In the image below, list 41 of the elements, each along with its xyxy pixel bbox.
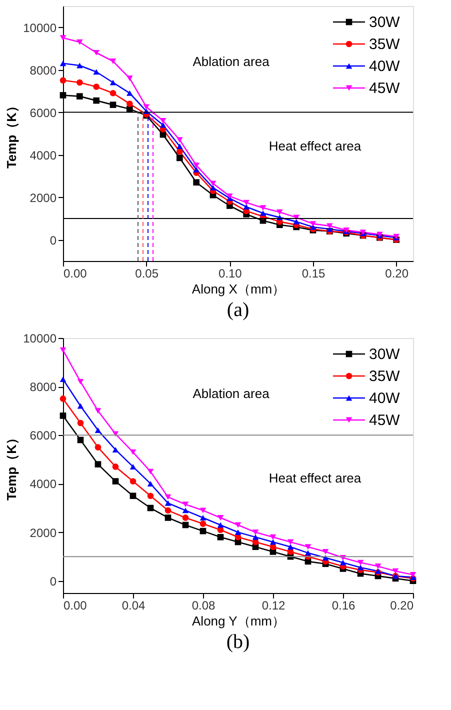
x-tick-label: 0.12 — [262, 598, 286, 612]
x-tick-label: 0.00 — [64, 266, 88, 280]
annotation: Heat effect area — [268, 138, 362, 154]
legend-label: 35W — [369, 368, 401, 385]
legend-label: 35W — [369, 36, 401, 53]
annotation: Ablation area — [192, 386, 270, 402]
x-axis-title: Along X（mm） — [192, 282, 286, 296]
annotation: Ablation area — [192, 54, 270, 70]
y-tick-label: 8000 — [30, 380, 57, 394]
y-tick-label: 0 — [50, 233, 57, 248]
y-axis-title: Temp（K） — [4, 99, 20, 169]
x-tick-label: 0.08 — [192, 598, 216, 612]
y-tick-label: 8000 — [30, 63, 57, 78]
legend-label: 45W — [369, 80, 401, 97]
y-tick-label: 6000 — [30, 428, 57, 443]
text: (a) — [226, 299, 250, 321]
x-tick-label: 0.04 — [122, 598, 146, 612]
annotation: Heat effect area — [268, 470, 362, 486]
y-tick-label: 10000 — [23, 20, 57, 35]
legend-label: 40W — [369, 390, 401, 407]
y-axis-title: Temp（K） — [4, 431, 20, 501]
x-tick-label: 0.15 — [302, 266, 326, 280]
y-tick-label: 10000 — [23, 332, 57, 346]
x-tick-label: 0.20 — [390, 598, 414, 612]
text: (b) — [226, 631, 250, 653]
y-tick-label: 2000 — [30, 526, 57, 540]
y-tick-label: 0 — [50, 574, 57, 588]
legend-label: 40W — [369, 58, 401, 75]
x-tick-label: 0.10 — [218, 266, 242, 280]
y-tick-label: 4000 — [30, 477, 57, 492]
y-tick-label: 2000 — [30, 190, 57, 205]
legend-label: 30W — [369, 346, 401, 363]
x-tick-label: 0.05 — [135, 266, 159, 280]
x-axis-title: Along Y（mm） — [192, 614, 285, 628]
x-tick-label: 0.20 — [385, 266, 409, 280]
y-tick-label: 4000 — [30, 148, 57, 162]
legend-label: 45W — [369, 412, 401, 429]
x-tick-label: 0.16 — [332, 598, 356, 612]
y-tick-label: 6000 — [30, 106, 57, 120]
x-tick-label: 0.00 — [64, 598, 88, 612]
legend-label: 30W — [369, 14, 401, 31]
